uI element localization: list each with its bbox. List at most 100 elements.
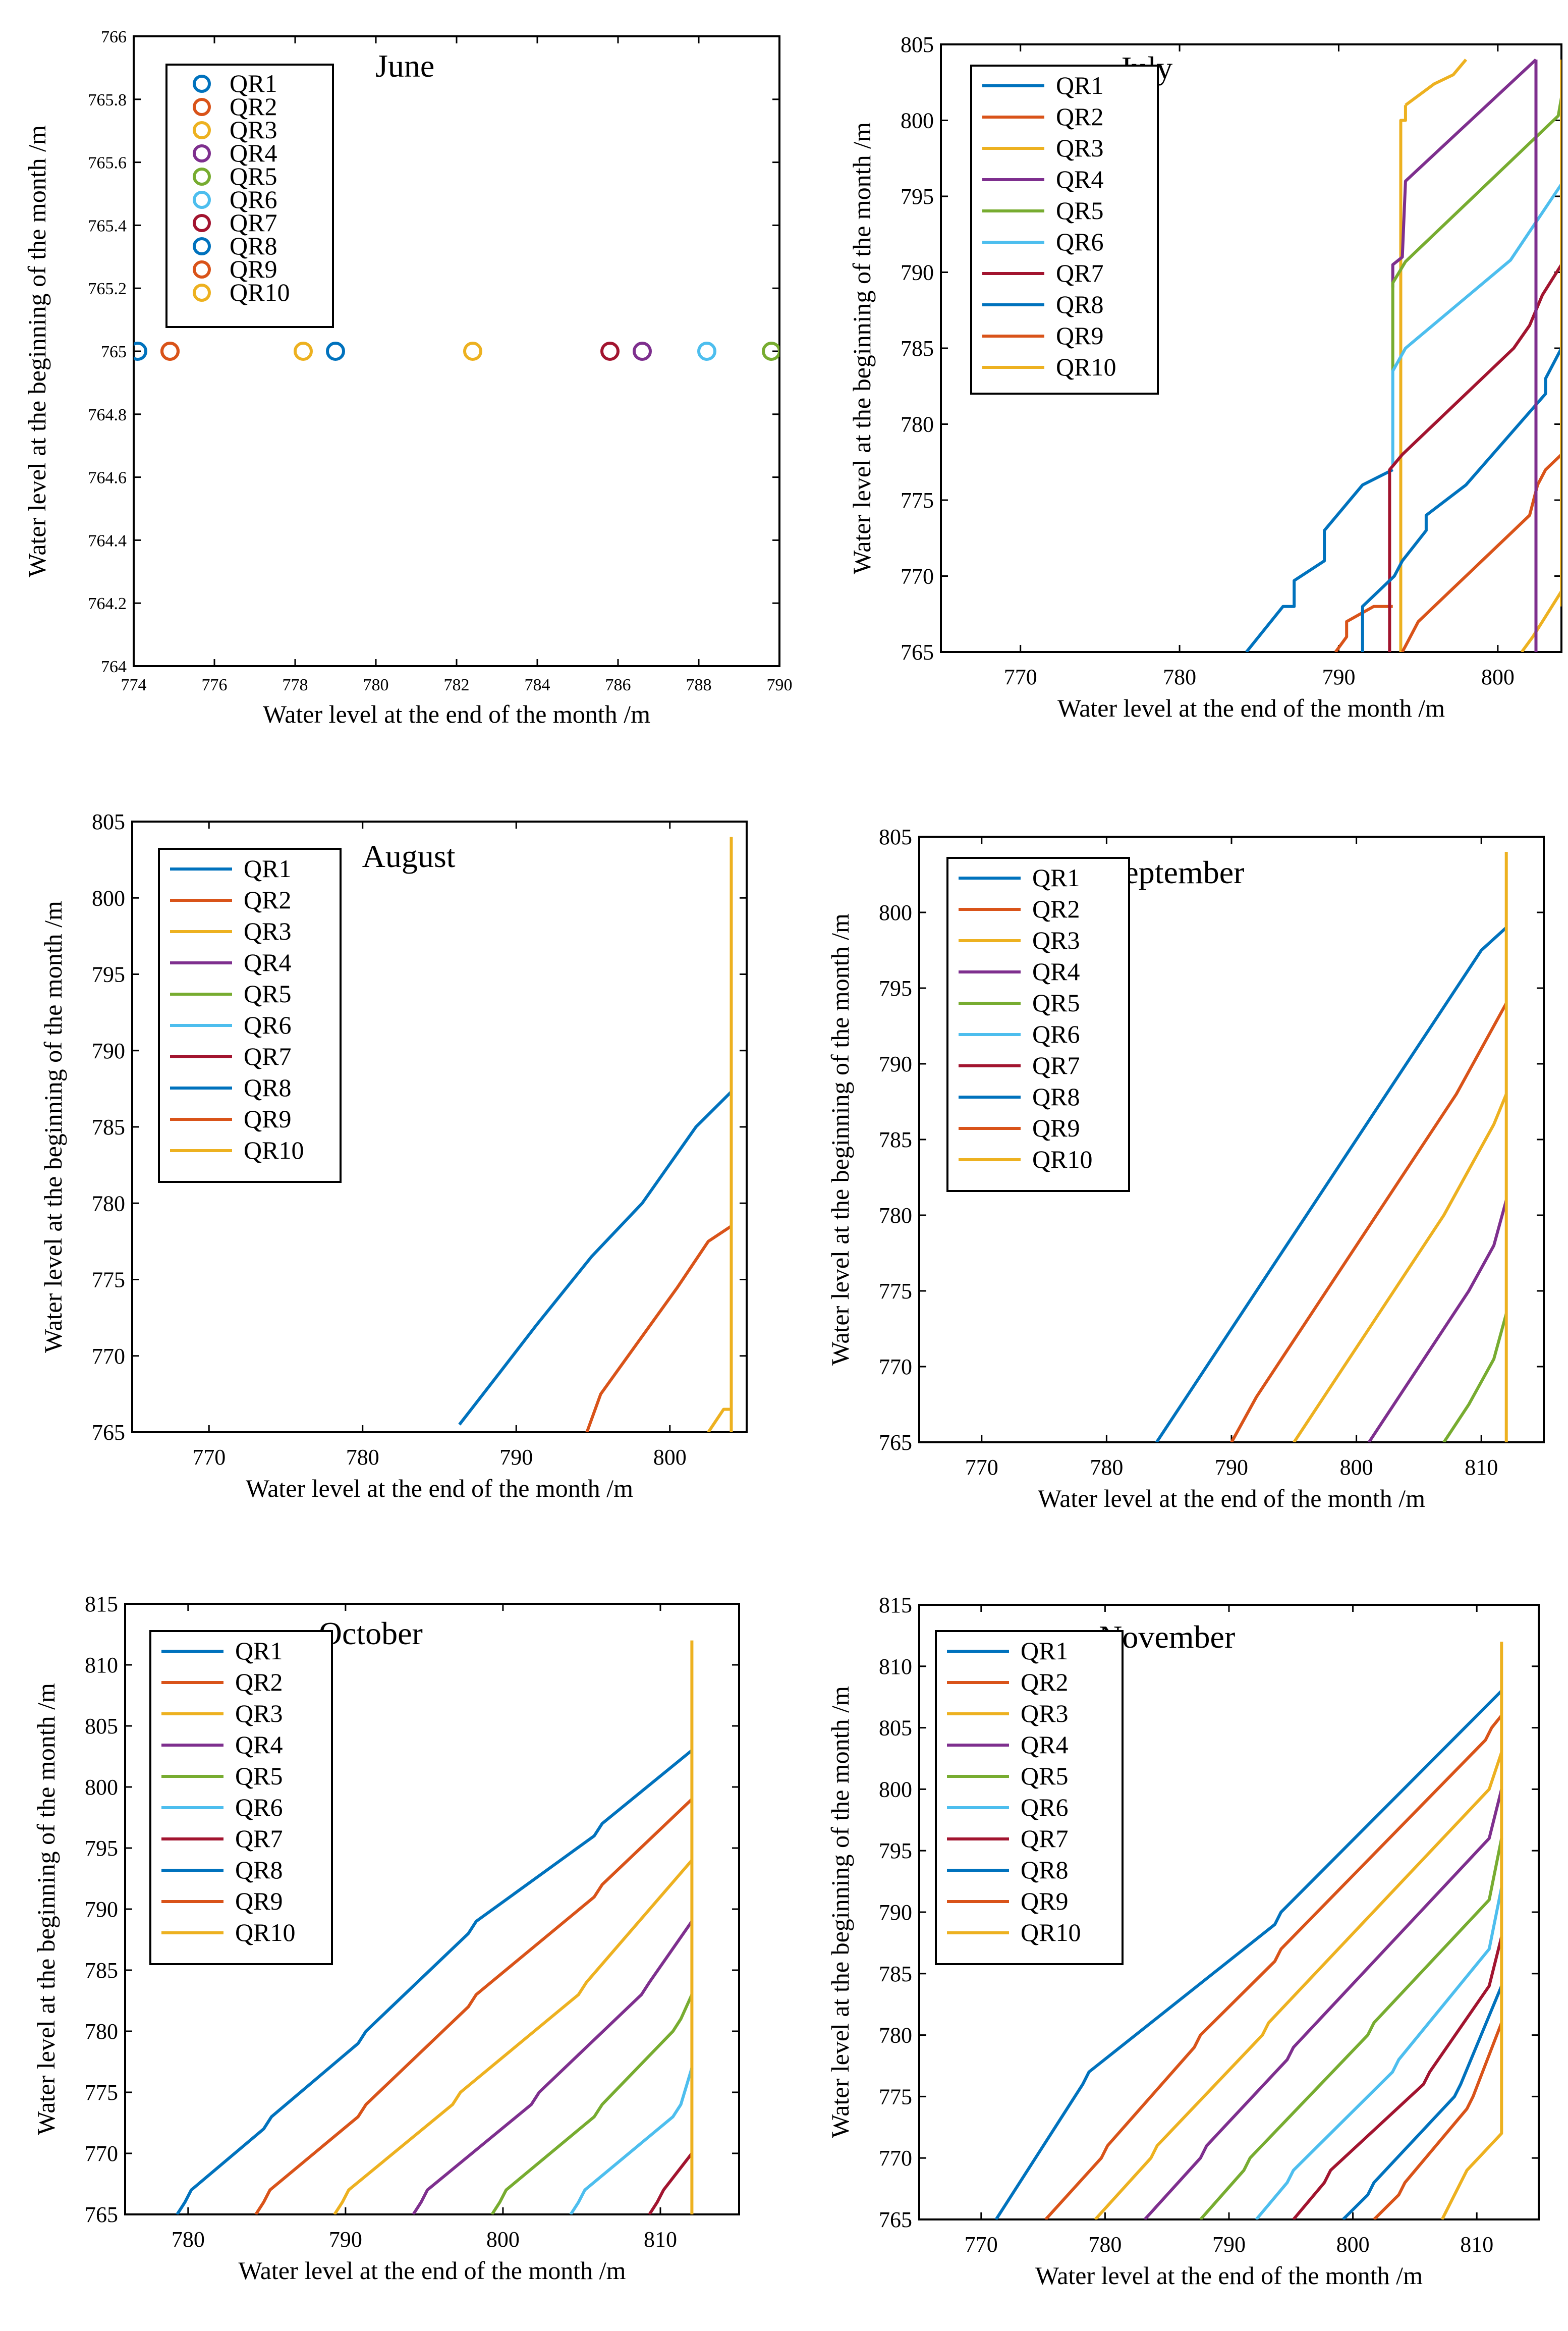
- july-y-tick-label: 790: [901, 260, 934, 285]
- june-legend-label: QR3: [230, 116, 277, 144]
- june-legend-label: QR2: [230, 92, 277, 121]
- november-y-tick-label: 790: [879, 1900, 912, 1925]
- june-legend-label: QR5: [230, 162, 277, 190]
- october-legend-label: QR2: [235, 1668, 283, 1696]
- october-series-qr4: [412, 1920, 693, 2214]
- july-series-qr4: [1391, 58, 1537, 288]
- september-x-tick-label: 810: [1465, 1455, 1498, 1480]
- october-x-tick-label: 790: [329, 2227, 362, 2252]
- june-y-tick-label: 765.6: [88, 154, 127, 173]
- june-legend-marker: [193, 168, 211, 186]
- june-y-tick-label: 765.4: [88, 216, 127, 235]
- october-legend-label: QR9: [235, 1887, 283, 1915]
- november-legend-label: QR5: [1021, 1762, 1068, 1790]
- september-legend-label: QR5: [1032, 989, 1080, 1017]
- october-series-qr1: [176, 1749, 693, 2214]
- june-y-axis-label: Water level at the beginning of the mont…: [23, 125, 51, 577]
- august-y-tick-label: 780: [92, 1191, 125, 1216]
- june-point-qr1: [134, 342, 147, 361]
- october-series-qr5: [490, 1994, 694, 2214]
- june-legend-marker: [193, 237, 211, 255]
- august-y-axis-label: Water level at the beginning of the mont…: [39, 901, 67, 1353]
- august-y-tick-label: 770: [92, 1344, 125, 1369]
- november-series-qr8: [1341, 1985, 1503, 2219]
- october-y-tick-label: 790: [85, 1897, 118, 1922]
- october-series-qr2: [254, 1798, 693, 2214]
- august-legend-label: QR4: [244, 948, 291, 977]
- july-legend-box: [970, 65, 1159, 395]
- june-x-tick-label: 788: [686, 676, 712, 694]
- october-series-qr7: [648, 2152, 693, 2214]
- september-x-tick-label: 780: [1090, 1455, 1123, 1480]
- october-x-tick-label: 810: [644, 2227, 677, 2252]
- september-y-tick-label: 770: [879, 1354, 912, 1379]
- july-y-axis-label: Water level at the beginning of the mont…: [848, 122, 876, 574]
- september-legend: QR1 QR2 QR3 QR4 QR5 QR6 QR7 QR8 QR9 QR10: [946, 857, 1130, 1192]
- august-x-tick-label: 800: [653, 1445, 687, 1470]
- june-x-tick-label: 780: [363, 676, 389, 694]
- june-legend-marker: [193, 75, 211, 93]
- august-legend-label: QR3: [244, 917, 291, 945]
- october-x-tick-label: 780: [172, 2227, 205, 2252]
- october-y-tick-label: 805: [85, 1714, 118, 1739]
- august-series-qr1: [458, 1091, 733, 1426]
- june-x-axis-label: Water level at the end of the month /m: [263, 700, 650, 728]
- june-title: June: [375, 48, 434, 84]
- october-data: [176, 1640, 694, 2214]
- august-legend-label: QR10: [244, 1136, 304, 1164]
- august-x-tick-label: 790: [499, 1445, 533, 1470]
- august-legend-label: QR5: [244, 980, 291, 1008]
- june-x-tick-label: 790: [767, 676, 793, 694]
- october-y-tick-label: 780: [85, 2019, 118, 2044]
- october-x-tick-label: 800: [486, 2227, 520, 2252]
- june-y-tick-label: 765.8: [88, 91, 127, 110]
- september-y-tick-label: 765: [879, 1430, 912, 1455]
- june-y-tick-label: 764.6: [88, 469, 127, 487]
- november-y-tick-label: 775: [879, 2084, 912, 2109]
- november-series-qr3: [1094, 1752, 1503, 2219]
- june-legend-marker: [193, 121, 211, 139]
- june-point-qr8: [326, 342, 345, 361]
- july-y-tick-label: 805: [901, 32, 934, 57]
- july-legend: QR1 QR2 QR3 QR4 QR5 QR6 QR7 QR8 QR9 QR10: [970, 65, 1159, 395]
- july-x-tick-label: 790: [1322, 665, 1355, 689]
- june-point-qr9: [160, 342, 180, 361]
- july-y-tick-label: 770: [901, 564, 934, 589]
- june-x-tick-label: 774: [121, 676, 147, 694]
- november-y-tick-label: 800: [879, 1777, 912, 1802]
- july-legend-label: QR5: [1056, 196, 1103, 225]
- november-series-qr6: [1255, 1887, 1503, 2219]
- july-y-tick-label: 800: [901, 109, 934, 133]
- july-segment-qr10: [1405, 59, 1468, 106]
- october-legend-label: QR8: [235, 1856, 283, 1884]
- july-legend-label: QR3: [1056, 134, 1103, 162]
- november-series-qr10: [1440, 1642, 1503, 2219]
- july-series-qr10: [1520, 590, 1561, 652]
- september-y-axis-label: Water level at the beginning of the mont…: [826, 913, 854, 1366]
- october-y-tick-label: 810: [85, 1653, 118, 1677]
- july-legend-label: QR6: [1056, 228, 1103, 256]
- november-y-tick-label: 765: [879, 2207, 912, 2232]
- july-x-tick-label: 770: [1004, 665, 1037, 689]
- september-y-tick-label: 805: [879, 825, 912, 849]
- october-legend-label: QR7: [235, 1824, 283, 1853]
- september-data: [1155, 852, 1508, 1442]
- july-x-axis-label: Water level at the end of the month /m: [1057, 694, 1445, 722]
- september-legend-label: QR1: [1032, 863, 1080, 892]
- september-legend-label: QR6: [1032, 1020, 1080, 1048]
- june-y-tick-label: 764.8: [88, 406, 127, 424]
- august-legend-label: QR2: [244, 886, 291, 914]
- july-legend-label: QR8: [1056, 290, 1103, 318]
- september-legend-label: QR4: [1032, 957, 1080, 986]
- june-x-tick-label: 786: [605, 676, 631, 694]
- july-y-tick-label: 795: [901, 184, 934, 209]
- june-legend-label: QR4: [230, 139, 277, 167]
- july-x-tick-label: 800: [1481, 665, 1515, 689]
- november-y-tick-label: 805: [879, 1716, 912, 1741]
- july-y-tick-label: 765: [901, 640, 934, 665]
- october-legend-label: QR3: [235, 1699, 283, 1727]
- september-y-tick-label: 800: [879, 900, 912, 925]
- june-x-tick-label: 778: [283, 676, 308, 694]
- august-y-tick-label: 805: [92, 809, 125, 834]
- june-legend-marker: [193, 260, 211, 279]
